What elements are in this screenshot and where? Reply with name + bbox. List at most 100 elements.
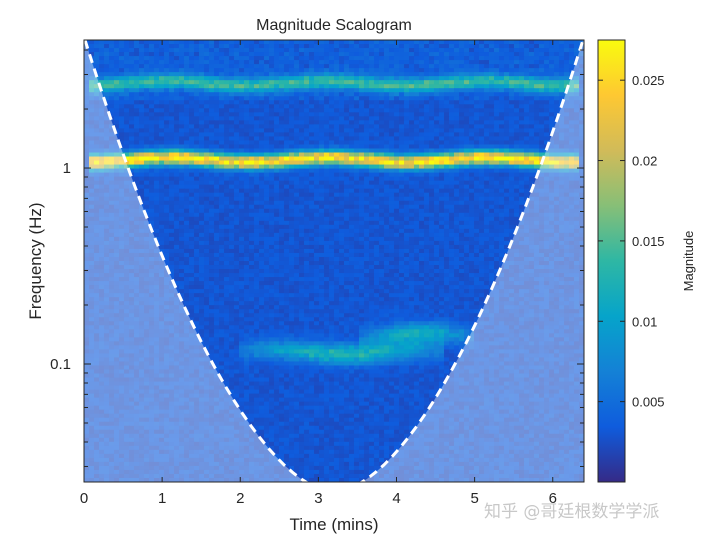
heatmap-cell bbox=[184, 60, 190, 65]
heatmap-cell bbox=[254, 96, 260, 101]
heatmap-cell bbox=[144, 64, 150, 69]
heatmap-cell bbox=[454, 232, 460, 238]
heatmap-cell bbox=[299, 188, 305, 194]
heatmap-cell bbox=[469, 84, 475, 89]
heatmap-cell bbox=[364, 192, 370, 198]
heatmap-cell bbox=[294, 152, 300, 158]
heatmap-cell bbox=[324, 40, 330, 45]
heatmap-cell bbox=[294, 92, 300, 97]
heatmap-cell bbox=[169, 88, 175, 93]
heatmap-cell bbox=[434, 140, 440, 146]
heatmap-cell bbox=[99, 116, 105, 121]
heatmap-cell bbox=[264, 84, 270, 89]
heatmap-cell bbox=[304, 124, 310, 129]
heatmap-cell bbox=[299, 224, 305, 230]
heatmap-cell bbox=[189, 80, 195, 85]
heatmap-cell bbox=[459, 108, 465, 113]
heatmap-cell bbox=[494, 112, 500, 117]
heatmap-cell bbox=[484, 208, 490, 214]
heatmap-cell bbox=[294, 188, 300, 194]
heatmap-cell bbox=[129, 212, 135, 218]
heatmap-cell bbox=[139, 112, 145, 117]
heatmap-cell bbox=[289, 56, 295, 61]
heatmap-cell bbox=[84, 136, 90, 142]
heatmap-cell bbox=[319, 108, 325, 113]
heatmap-cell bbox=[264, 200, 270, 206]
heatmap-cell bbox=[224, 40, 230, 45]
heatmap-cell bbox=[489, 144, 495, 150]
heatmap-cell bbox=[504, 44, 510, 49]
heatmap-cell bbox=[519, 68, 525, 73]
heatmap-cell bbox=[164, 232, 170, 238]
heatmap-cell bbox=[204, 112, 210, 117]
heatmap-cell bbox=[389, 92, 395, 97]
heatmap-cell bbox=[304, 148, 310, 154]
heatmap-cell bbox=[344, 204, 350, 210]
heatmap-cell bbox=[439, 76, 445, 81]
heatmap-cell bbox=[494, 176, 500, 182]
heatmap-cell bbox=[474, 116, 480, 121]
heatmap-cell bbox=[259, 172, 265, 178]
heatmap-cell bbox=[244, 108, 250, 113]
heatmap-cell bbox=[449, 56, 455, 61]
heatmap-cell bbox=[449, 48, 455, 53]
heatmap-cell bbox=[149, 64, 155, 69]
heatmap-cell bbox=[414, 64, 420, 69]
heatmap-cell bbox=[134, 228, 140, 234]
heatmap-cell bbox=[469, 132, 475, 138]
heatmap-cell bbox=[294, 100, 300, 105]
heatmap-cell bbox=[174, 52, 180, 57]
heatmap-cell bbox=[189, 236, 195, 242]
heatmap-cell bbox=[249, 116, 255, 121]
heatmap-cell bbox=[169, 56, 175, 61]
heatmap-cell bbox=[459, 180, 465, 186]
heatmap-cell bbox=[239, 212, 245, 218]
heatmap-cell bbox=[309, 228, 315, 234]
heatmap-cell bbox=[279, 124, 285, 129]
heatmap-cell bbox=[494, 84, 500, 89]
heatmap-cell bbox=[419, 236, 425, 242]
heatmap-cell bbox=[329, 52, 335, 57]
heatmap-cell bbox=[534, 180, 540, 186]
heatmap-cell bbox=[554, 128, 560, 134]
heatmap-cell bbox=[254, 100, 260, 105]
heatmap-cell bbox=[249, 156, 255, 162]
heatmap-cell bbox=[479, 168, 485, 174]
heatmap-cell bbox=[504, 152, 510, 158]
heatmap-cell bbox=[114, 196, 120, 202]
heatmap-cell bbox=[569, 216, 575, 222]
heatmap-cell bbox=[169, 140, 175, 146]
heatmap-cell bbox=[114, 232, 120, 238]
heatmap-cell bbox=[169, 164, 175, 170]
heatmap-cell bbox=[409, 120, 415, 125]
heatmap-cell bbox=[449, 188, 455, 194]
heatmap-cell bbox=[309, 112, 315, 117]
heatmap-cell bbox=[229, 56, 235, 61]
heatmap-cell bbox=[259, 184, 265, 190]
heatmap-cell bbox=[99, 200, 105, 206]
heatmap-cell bbox=[164, 52, 170, 57]
heatmap-cell bbox=[124, 212, 130, 218]
heatmap-cell bbox=[494, 232, 500, 238]
heatmap-cell bbox=[134, 172, 140, 178]
heatmap-cell bbox=[444, 100, 450, 105]
heatmap-cell bbox=[459, 48, 465, 53]
heatmap-cell bbox=[579, 84, 584, 89]
heatmap-cell bbox=[294, 168, 300, 174]
heatmap-cell bbox=[569, 92, 575, 97]
heatmap-cell bbox=[414, 144, 420, 150]
heatmap-cell bbox=[379, 156, 385, 162]
heatmap-cell bbox=[349, 172, 355, 178]
heatmap-cell bbox=[149, 188, 155, 194]
heatmap-cell bbox=[429, 116, 435, 121]
heatmap-cell bbox=[264, 108, 270, 113]
heatmap-cell bbox=[519, 48, 525, 53]
heatmap-cell bbox=[419, 128, 425, 134]
heatmap-cell bbox=[174, 92, 180, 97]
heatmap-cell bbox=[479, 48, 485, 53]
heatmap-cell bbox=[314, 128, 320, 134]
heatmap-cell bbox=[214, 80, 220, 85]
heatmap-cell bbox=[174, 108, 180, 113]
heatmap-cell bbox=[209, 80, 215, 85]
heatmap-cell bbox=[214, 204, 220, 210]
